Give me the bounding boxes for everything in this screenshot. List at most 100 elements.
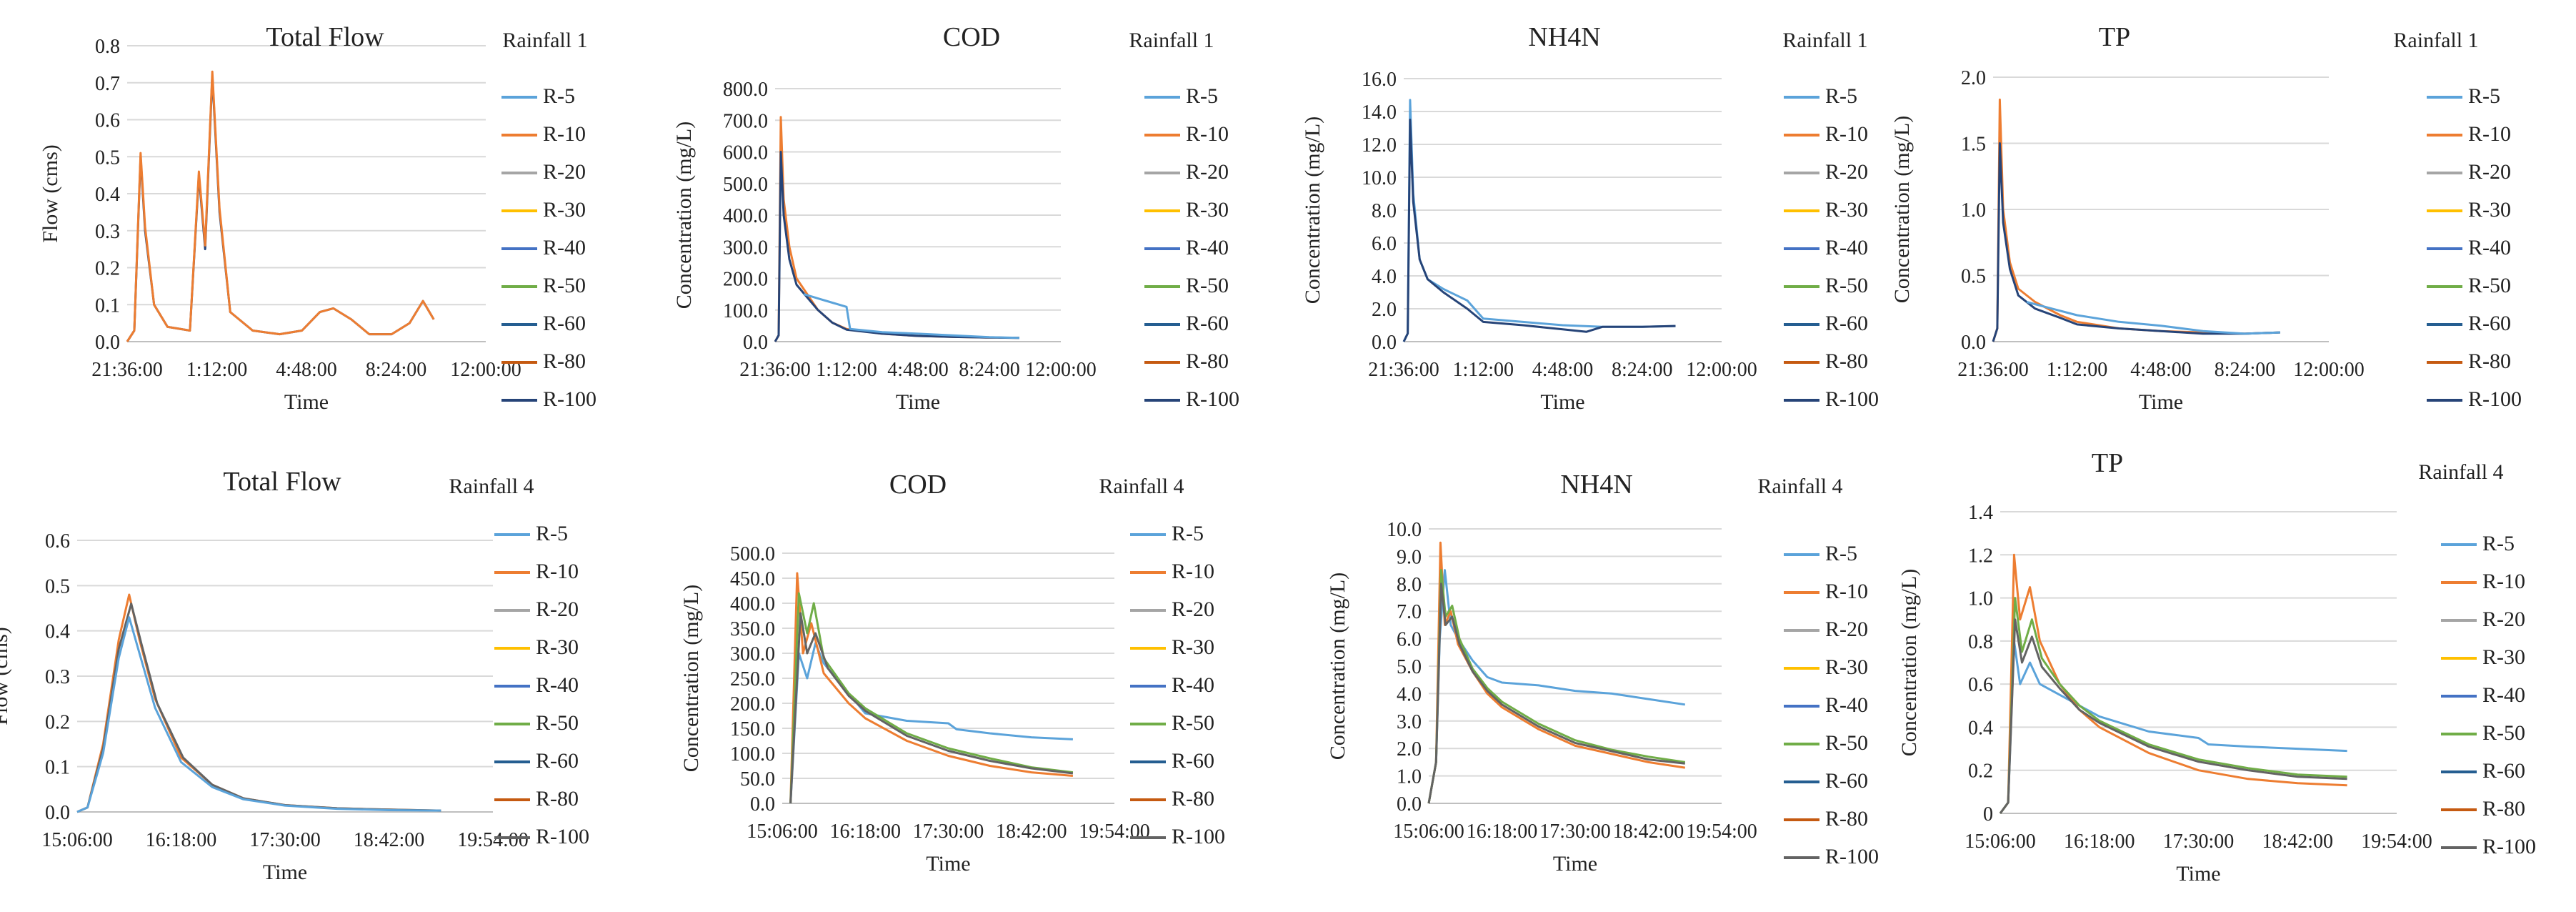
legend-label: R-20 xyxy=(1825,160,1868,184)
legend-label: R-10 xyxy=(1172,560,1214,583)
legend-label: R-5 xyxy=(1186,84,1218,108)
legend-label: R-5 xyxy=(1172,522,1204,545)
x-tick-label: 16:18:00 xyxy=(829,821,901,843)
y-tick-label: 0.0 xyxy=(95,332,120,354)
legend-label: R-10 xyxy=(536,560,579,583)
legend-label: R-40 xyxy=(1186,236,1229,259)
x-tick-label: 18:42:00 xyxy=(1613,821,1684,843)
legend-label: R-5 xyxy=(1825,84,1857,108)
series-line-r-10 xyxy=(774,116,1020,342)
y-tick-label: 0.0 xyxy=(1961,332,1986,354)
y-tick-label: 0.3 xyxy=(45,666,70,688)
legend-label: R-10 xyxy=(1825,122,1868,146)
y-tick-label: 200.0 xyxy=(723,269,768,291)
x-tick-label: 8:24:00 xyxy=(1612,359,1673,381)
chart-title: Total Flow xyxy=(223,467,341,497)
rainfall-label: Rainfall 4 xyxy=(1757,475,1842,498)
series-line-r-100 xyxy=(126,74,435,342)
x-tick-label: 21:36:00 xyxy=(1368,359,1439,381)
legend-label: R-60 xyxy=(2468,312,2511,335)
legend-label: R-20 xyxy=(1186,160,1229,184)
legend-label: R-30 xyxy=(1186,198,1229,222)
x-tick-label: 8:24:00 xyxy=(2215,359,2276,381)
y-tick-label: 4.0 xyxy=(1372,266,1397,288)
legend-label: R-10 xyxy=(543,122,586,146)
y-tick-label: 0.0 xyxy=(45,802,70,824)
y-tick-label: 1.0 xyxy=(1397,766,1422,788)
chart-title: Total Flow xyxy=(266,22,384,52)
legend: R-5 R-10 R-20 R-30 R-40 R-50 R-60 R-80 R-100 xyxy=(2427,84,2522,411)
y-tick-label: 0.8 xyxy=(1968,631,1993,653)
y-tick-label: 6.0 xyxy=(1372,233,1397,255)
legend-label: R-10 xyxy=(1186,122,1229,146)
legend-label: R-10 xyxy=(2482,570,2525,593)
x-tick-label: 4:48:00 xyxy=(276,359,337,381)
legend-label: R-30 xyxy=(2468,198,2511,222)
legend-label: R-40 xyxy=(1172,673,1214,697)
legend-label: R-30 xyxy=(543,198,586,222)
y-tick-label: 6.0 xyxy=(1397,629,1422,651)
x-tick-label: 19:54:00 xyxy=(457,829,529,851)
y-tick-label: 2.0 xyxy=(1961,67,1986,89)
legend-label: R-80 xyxy=(2468,350,2511,373)
x-tick-label: 12:00:00 xyxy=(1025,359,1097,381)
y-tick-label: 14.0 xyxy=(1362,101,1397,124)
y-axis-title: Concentration (mg/L) xyxy=(679,585,703,772)
x-tick-label: 1:12:00 xyxy=(816,359,877,381)
y-tick-label: 150.0 xyxy=(730,718,775,740)
legend-label: R-50 xyxy=(1172,711,1214,735)
y-tick-label: 0 xyxy=(1983,803,1993,826)
chart-title: TP xyxy=(2099,22,2130,52)
x-tick-label: 19:54:00 xyxy=(2361,831,2432,853)
y-tick-label: 350.0 xyxy=(730,618,775,640)
x-tick-label: 16:18:00 xyxy=(146,829,217,851)
y-axis-title: Flow (cms) xyxy=(0,627,12,725)
legend-label: R-10 xyxy=(1825,580,1868,603)
legend-label: R-5 xyxy=(543,84,575,108)
legend-label: R-100 xyxy=(543,387,596,411)
legend-label: R-50 xyxy=(2482,721,2525,745)
y-tick-label: 0.6 xyxy=(1968,674,1993,696)
series-line-r-50 xyxy=(1427,569,1686,804)
legend-label: R-50 xyxy=(2468,274,2511,297)
y-tick-label: 5.0 xyxy=(1397,656,1422,678)
y-tick-label: 1.5 xyxy=(1961,134,1986,156)
x-tick-label: 15:06:00 xyxy=(41,829,113,851)
legend-label: R-60 xyxy=(1186,312,1229,335)
y-tick-label: 1.0 xyxy=(1968,588,1993,610)
y-tick-label: 0.2 xyxy=(95,258,120,280)
legend-label: R-40 xyxy=(1825,693,1868,717)
x-axis-title: Time xyxy=(896,390,940,414)
y-axis-title: Concentration (mg/L) xyxy=(1301,117,1324,304)
x-axis-title: Time xyxy=(2176,862,2220,886)
x-tick-label: 21:36:00 xyxy=(1957,359,2029,381)
chart-panel-4: 0.0 0.5 1.0 1.5 2.0 21:36:00 1:12:00 4:48:00 8:2… xyxy=(1890,22,2522,414)
y-tick-label: 0.3 xyxy=(95,221,120,243)
legend-label: R-30 xyxy=(1825,198,1868,222)
legend-label: R-100 xyxy=(1825,845,1879,868)
x-tick-label: 18:42:00 xyxy=(2262,831,2333,853)
y-tick-label: 9.0 xyxy=(1397,546,1422,568)
x-tick-label: 17:30:00 xyxy=(2163,831,2235,853)
legend-label: R-80 xyxy=(1172,787,1214,811)
rainfall-label: Rainfall 4 xyxy=(449,475,534,498)
legend-label: R-50 xyxy=(1186,274,1229,297)
legend: R-5 R-10 R-20 R-30 R-40 R-50 R-60 R-80 R-100 xyxy=(1784,84,1879,411)
chart-panel-1: 0.0 0.1 0.2 0.3 0.4 0.5 0.6 0.7 0.8 21:36:00 1:12:… xyxy=(39,22,596,414)
series-line-r-100 xyxy=(789,612,1074,804)
x-tick-label: 18:42:00 xyxy=(354,829,425,851)
legend-label: R-100 xyxy=(1172,825,1225,848)
x-tick-label: 16:18:00 xyxy=(1467,821,1538,843)
y-tick-label: 200.0 xyxy=(730,693,775,715)
y-tick-label: 1.4 xyxy=(1968,502,1993,524)
chart-title: NH4N xyxy=(1528,22,1600,52)
y-tick-label: 0.1 xyxy=(95,294,120,317)
x-tick-label: 12:00:00 xyxy=(1686,359,1757,381)
x-tick-label: 1:12:00 xyxy=(186,359,248,381)
legend-label: R-60 xyxy=(536,749,579,773)
legend-label: R-40 xyxy=(543,236,586,259)
legend-label: R-20 xyxy=(543,160,586,184)
series-line-r-5 xyxy=(2026,301,2280,335)
series-line-r-10 xyxy=(789,572,1074,804)
